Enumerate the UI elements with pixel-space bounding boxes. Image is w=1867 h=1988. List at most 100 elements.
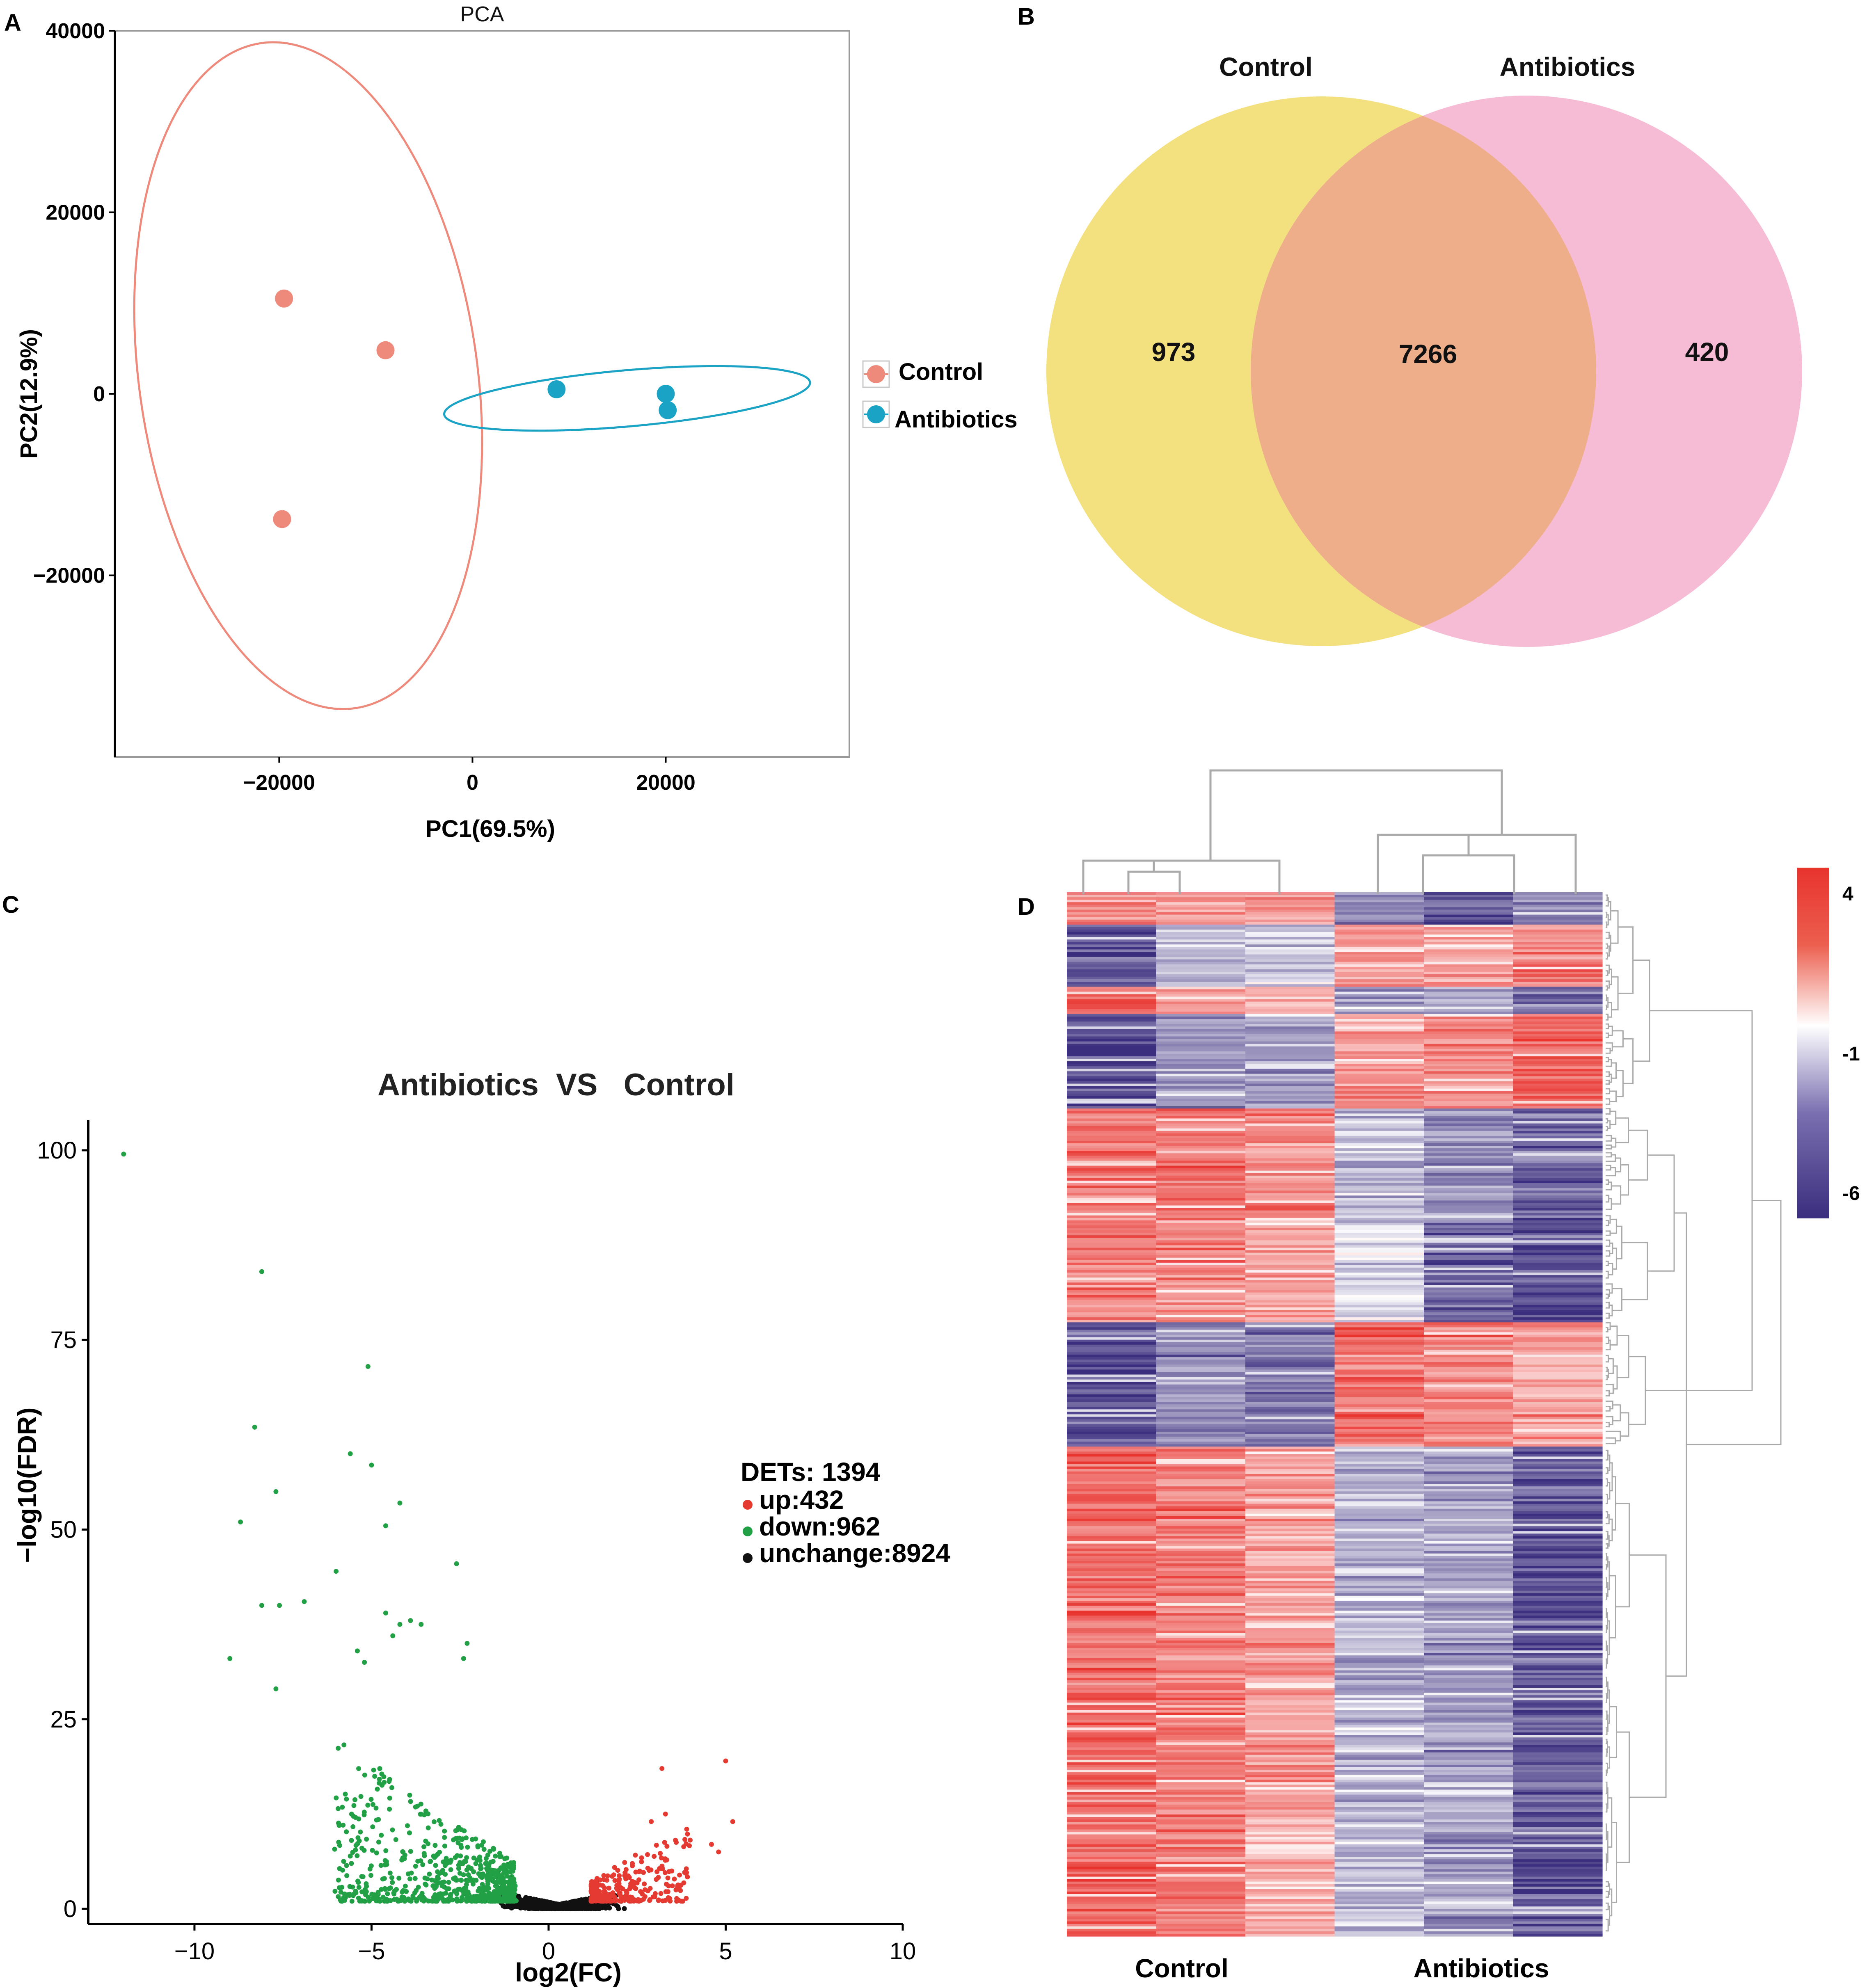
- heatmap-cell: [1334, 1317, 1424, 1320]
- heatmap-cell: [1067, 1789, 1157, 1793]
- heatmap-cell: [1424, 1317, 1514, 1320]
- heatmap-cell: [1245, 927, 1335, 930]
- heatmap-cell: [1424, 1775, 1514, 1778]
- heatmap-cells: [1067, 892, 1603, 1937]
- heatmap-cell: [1424, 1031, 1514, 1034]
- heatmap-cell: [1156, 1685, 1246, 1688]
- volcano-point-unchange: [523, 1906, 528, 1911]
- heatmap-cell: [1513, 1668, 1603, 1671]
- heatmap-cell: [1424, 1901, 1514, 1904]
- heatmap-cell: [1334, 1919, 1424, 1922]
- heatmap-cell: [1334, 1571, 1424, 1574]
- heatmap-cell: [1156, 935, 1246, 937]
- heatmap-cell: [1513, 1628, 1603, 1631]
- heatmap-cell: [1513, 1262, 1603, 1266]
- heatmap-cell: [1424, 1685, 1514, 1688]
- heatmap-cell: [1424, 1064, 1514, 1067]
- heatmap-cell: [1424, 1690, 1514, 1693]
- heatmap-cell: [1513, 1220, 1603, 1223]
- heatmap-cell: [1156, 917, 1246, 920]
- heatmap-cell: [1067, 1799, 1157, 1803]
- heatmap-cell: [1424, 1347, 1514, 1350]
- heatmap-cell: [1424, 1312, 1514, 1315]
- heatmap-cell: [1245, 902, 1335, 905]
- heatmap-cell: [1513, 1320, 1603, 1323]
- heatmap-cell: [1513, 1168, 1603, 1171]
- volcano-point-down: [435, 1851, 441, 1857]
- heatmap-cell: [1424, 1519, 1514, 1522]
- heatmap-cell: [1067, 1630, 1157, 1634]
- volcano-point-down: [357, 1899, 362, 1904]
- heatmap-cell: [1245, 1536, 1335, 1539]
- heatmap-cell: [1156, 1874, 1246, 1877]
- heatmap-cell: [1067, 1586, 1157, 1589]
- heatmap-cell: [1424, 952, 1514, 955]
- heatmap-cell: [1067, 1722, 1157, 1725]
- heatmap-cell: [1513, 1071, 1603, 1074]
- heatmap-cell: [1334, 1839, 1424, 1842]
- heatmap-cell: [1067, 1049, 1157, 1052]
- heatmap-cell: [1424, 1367, 1514, 1370]
- heatmap-cell: [1513, 1044, 1603, 1047]
- heatmap-cell: [1067, 989, 1157, 992]
- pca-point-antibiotics-3: [659, 401, 677, 419]
- volcano-point-down: [347, 1893, 352, 1898]
- heatmap-cell: [1513, 924, 1603, 928]
- volcano-point-down: [343, 1791, 348, 1797]
- heatmap-cell: [1245, 1551, 1335, 1554]
- heatmap-cell: [1245, 1362, 1335, 1365]
- heatmap-cell: [1067, 1337, 1157, 1340]
- heatmap-cell: [1513, 1625, 1603, 1629]
- heatmap-cell: [1334, 1563, 1424, 1566]
- volcano-point-up: [658, 1891, 664, 1896]
- heatmap-cell: [1334, 1543, 1424, 1547]
- heatmap-cell: [1424, 1198, 1514, 1201]
- heatmap-cell: [1424, 971, 1514, 975]
- heatmap-cell: [1424, 1394, 1514, 1397]
- volcano-point-down: [349, 1861, 354, 1866]
- volcano-point-down: [377, 1766, 382, 1771]
- heatmap-cell: [1513, 1307, 1603, 1310]
- volcano-point-down: [383, 1848, 389, 1853]
- heatmap-cell: [1156, 1165, 1246, 1169]
- heatmap-cell: [1334, 1489, 1424, 1492]
- heatmap-cell: [1424, 1755, 1514, 1758]
- heatmap-cell: [1067, 1300, 1157, 1303]
- heatmap-cell: [1513, 1178, 1603, 1181]
- heatmap-cell: [1245, 1451, 1335, 1455]
- heatmap-cell: [1334, 1302, 1424, 1305]
- heatmap-cell: [1424, 1186, 1514, 1188]
- volcano-point-up: [615, 1868, 620, 1873]
- heatmap-cell: [1156, 1238, 1246, 1241]
- heatmap-cell: [1067, 1036, 1157, 1040]
- volcano-point-down: [348, 1451, 353, 1456]
- heatmap-cell: [1067, 1650, 1157, 1653]
- heatmap-cell: [1067, 1429, 1157, 1432]
- heatmap-cell: [1067, 1710, 1157, 1713]
- heatmap-cell: [1156, 971, 1246, 975]
- heatmap-cell: [1334, 1730, 1424, 1733]
- heatmap-cell: [1156, 1513, 1246, 1517]
- heatmap-cell: [1424, 1146, 1514, 1149]
- heatmap-cell: [1067, 1611, 1157, 1613]
- heatmap-cell: [1513, 1153, 1603, 1156]
- volcano-point-up: [612, 1898, 618, 1903]
- heatmap-cell: [1067, 1508, 1157, 1512]
- heatmap-cell: [1245, 1215, 1335, 1218]
- volcano-point-down: [419, 1893, 424, 1898]
- volcano-point-down: [432, 1843, 438, 1848]
- volcano-point-down: [382, 1876, 387, 1881]
- heatmap-cell: [1513, 1566, 1603, 1569]
- heatmap-cell: [1067, 1590, 1157, 1594]
- heatmap-cell: [1424, 1128, 1514, 1131]
- heatmap-cell: [1424, 1832, 1514, 1835]
- volcano-point-down: [227, 1656, 233, 1661]
- heatmap-cell: [1513, 1021, 1603, 1024]
- volcano-point-down: [387, 1870, 393, 1876]
- heatmap-cell: [1334, 1297, 1424, 1300]
- heatmap-cell: [1156, 1551, 1246, 1554]
- heatmap-cell: [1424, 1046, 1514, 1049]
- heatmap-cell: [1513, 1521, 1603, 1524]
- volcano-y-tick-label: 25: [50, 1706, 77, 1733]
- heatmap-cell: [1156, 1191, 1246, 1193]
